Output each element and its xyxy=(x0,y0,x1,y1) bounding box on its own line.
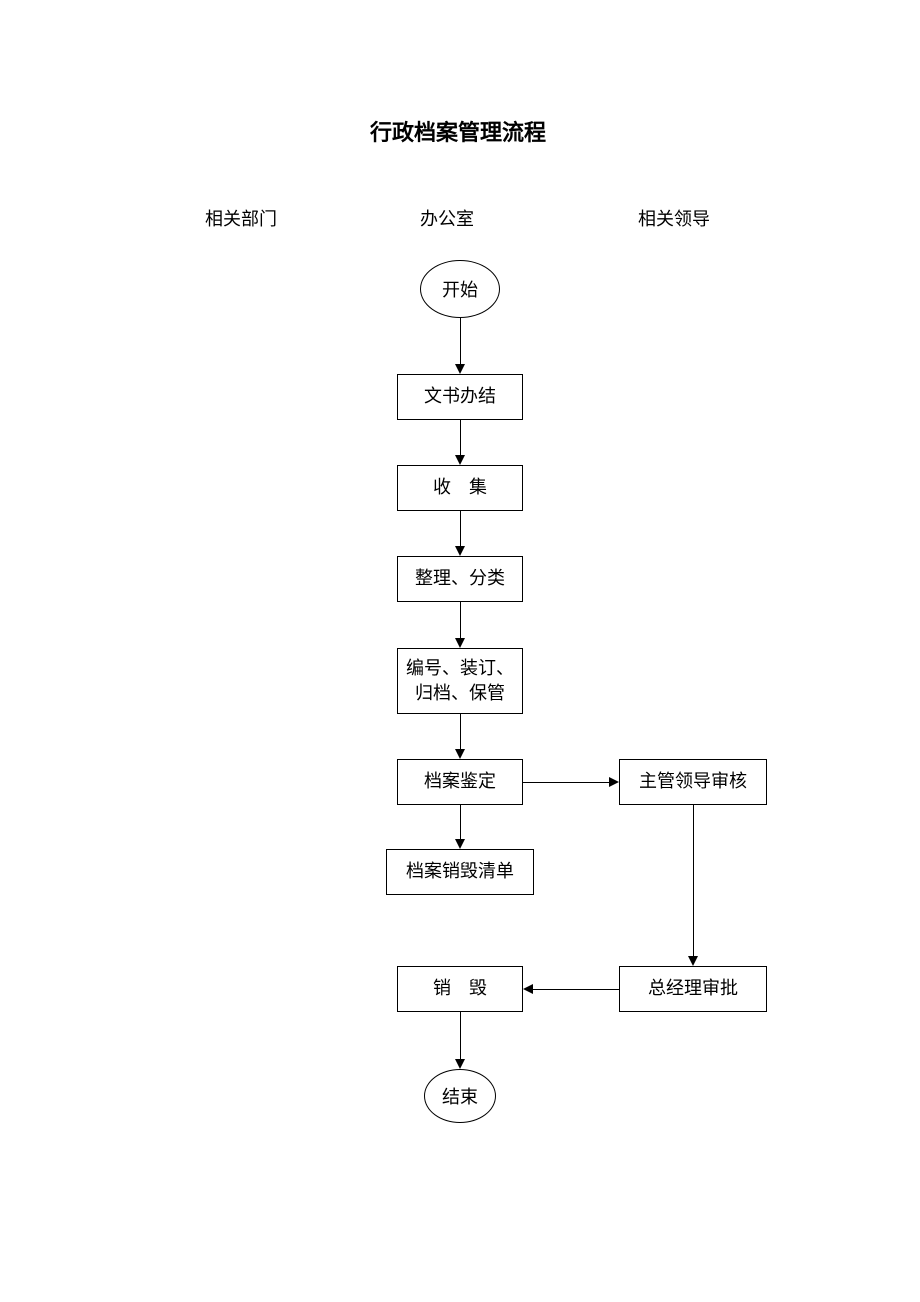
arrow-down-icon xyxy=(455,749,465,759)
node-gm-approve: 总经理审批 xyxy=(619,966,767,1012)
node-organize: 整理、分类 xyxy=(397,556,523,602)
node-start: 开始 xyxy=(420,260,500,318)
node-destroy: 销 毁 xyxy=(397,966,523,1012)
edge-line xyxy=(460,1012,461,1060)
edge-line xyxy=(460,511,461,547)
edge-line xyxy=(460,714,461,750)
node-number-bind: 编号、装订、归档、保管 xyxy=(397,648,523,714)
edge-line xyxy=(460,420,461,456)
edge-line xyxy=(460,805,461,840)
edge-line xyxy=(460,602,461,639)
edge-line xyxy=(523,782,610,783)
arrow-down-icon xyxy=(455,638,465,648)
arrow-down-icon xyxy=(455,546,465,556)
arrow-down-icon xyxy=(688,956,698,966)
flowchart-title: 行政档案管理流程 xyxy=(370,115,546,147)
node-destroy-list: 档案销毁清单 xyxy=(386,849,534,895)
node-appraise: 档案鉴定 xyxy=(397,759,523,805)
node-supervisor-review: 主管领导审核 xyxy=(619,759,767,805)
column-header-1: 相关部门 xyxy=(205,205,277,231)
node-collect: 收 集 xyxy=(397,465,523,511)
arrow-down-icon xyxy=(455,455,465,465)
node-end: 结束 xyxy=(424,1069,496,1123)
column-header-3: 相关领导 xyxy=(638,205,710,231)
edge-line xyxy=(693,805,694,957)
arrow-left-icon xyxy=(523,984,533,994)
column-header-2: 办公室 xyxy=(420,205,474,231)
arrow-down-icon xyxy=(455,1059,465,1069)
arrow-down-icon xyxy=(455,364,465,374)
arrow-down-icon xyxy=(455,839,465,849)
node-document-complete: 文书办结 xyxy=(397,374,523,420)
edge-line xyxy=(532,989,619,990)
edge-line xyxy=(460,318,461,365)
arrow-right-icon xyxy=(609,777,619,787)
